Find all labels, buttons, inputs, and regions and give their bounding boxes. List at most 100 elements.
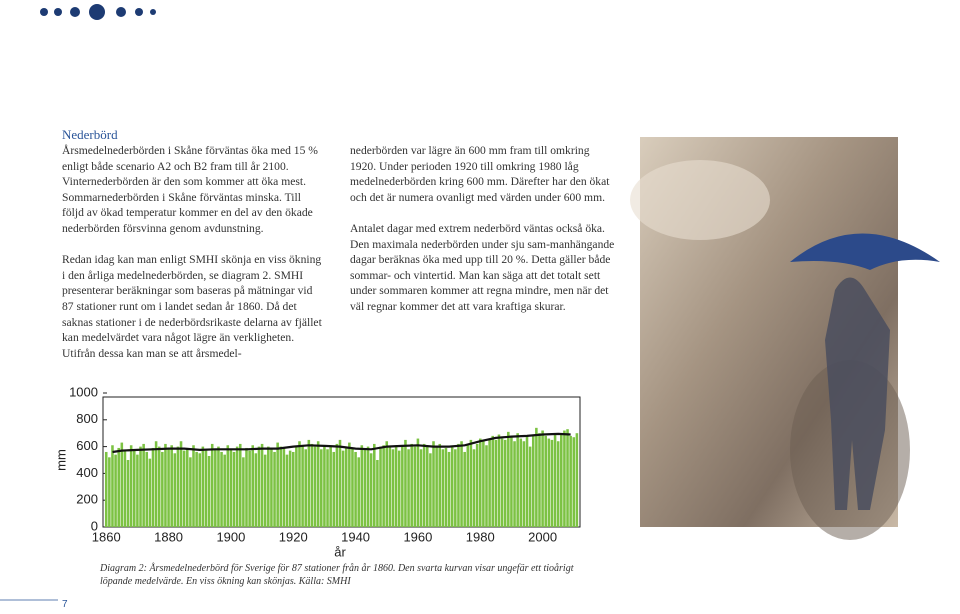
bar <box>575 433 579 527</box>
bar <box>273 451 276 527</box>
bar <box>214 449 217 527</box>
bar <box>232 451 236 527</box>
x-tick-label: 1980 <box>466 529 495 544</box>
bar <box>463 451 466 527</box>
bar <box>270 449 273 527</box>
bar <box>494 439 498 527</box>
bar <box>391 449 395 527</box>
bar <box>450 446 454 527</box>
bar <box>460 441 463 527</box>
bar <box>472 449 476 527</box>
bar <box>126 460 130 527</box>
bar <box>189 457 192 527</box>
bar <box>544 435 547 527</box>
x-axis-label: år <box>334 544 346 559</box>
y-axis-label: mm <box>53 449 68 471</box>
bar <box>572 437 576 527</box>
bar <box>123 450 127 527</box>
bar <box>457 443 460 527</box>
bar <box>223 454 226 527</box>
x-tick-label: 1860 <box>92 529 121 544</box>
y-tick-label: 0 <box>91 518 98 533</box>
bar <box>394 445 398 527</box>
bar <box>348 442 351 527</box>
bar <box>519 438 523 527</box>
bar <box>363 449 367 527</box>
bar <box>204 450 208 527</box>
bar <box>295 446 298 527</box>
text-column: Årsmedelnederbörden i Skåne förväntas ök… <box>62 143 324 377</box>
x-tick-label: 1940 <box>341 529 370 544</box>
paragraph: Årsmedelnederbörden i Skåne förväntas ök… <box>62 144 318 235</box>
bar <box>404 439 407 527</box>
bar <box>238 443 242 527</box>
bar <box>560 433 563 527</box>
x-tick-label: 1880 <box>154 529 183 544</box>
bar <box>538 433 541 527</box>
bar <box>569 435 572 527</box>
bar <box>326 449 329 527</box>
bar <box>447 451 451 527</box>
bar <box>267 446 270 527</box>
bar <box>179 441 183 527</box>
bar <box>547 438 551 527</box>
bar <box>466 445 470 527</box>
bar <box>491 435 495 527</box>
bar <box>553 434 557 527</box>
bar <box>566 429 569 527</box>
bar <box>407 449 410 527</box>
bar <box>167 449 170 527</box>
paragraph: Redan idag kan man enligt SMHI skönja en… <box>62 253 322 360</box>
bar <box>510 435 513 527</box>
bar <box>148 458 152 527</box>
bar <box>485 445 488 527</box>
y-tick-label: 200 <box>76 492 98 507</box>
bar <box>310 443 314 527</box>
bar <box>516 433 519 527</box>
y-tick-label: 800 <box>76 411 98 426</box>
bar <box>475 443 479 527</box>
bar <box>454 449 457 527</box>
bar <box>563 430 566 527</box>
header-dots <box>40 4 156 20</box>
bar <box>379 446 382 527</box>
paragraph: nederbörden var lägre än 600 mm fram til… <box>350 144 610 204</box>
bar <box>522 441 526 527</box>
bar <box>173 453 177 527</box>
bar <box>279 446 283 527</box>
bar <box>257 446 261 527</box>
bar <box>478 438 482 527</box>
bar <box>425 446 429 527</box>
bar <box>133 449 136 527</box>
bar <box>351 447 354 527</box>
bar <box>507 431 510 527</box>
bar <box>195 451 198 527</box>
bar <box>488 438 491 527</box>
bar <box>550 439 554 527</box>
bar <box>335 443 339 527</box>
bar <box>161 451 164 527</box>
page-number: 7 <box>62 599 68 610</box>
bar <box>320 449 323 527</box>
bar <box>145 451 149 527</box>
bar <box>242 457 245 527</box>
bar <box>469 439 473 527</box>
bar <box>192 445 195 527</box>
bar <box>282 447 286 527</box>
x-tick-label: 2000 <box>528 529 557 544</box>
bar <box>254 453 258 527</box>
bar <box>316 441 320 527</box>
bar <box>419 449 423 527</box>
bar <box>263 454 267 527</box>
bar <box>170 445 173 527</box>
x-tick-label: 1920 <box>279 529 308 544</box>
bar <box>207 455 211 527</box>
bar <box>556 441 560 527</box>
photo <box>630 137 940 540</box>
bar <box>410 443 413 527</box>
bar <box>108 457 111 527</box>
bar <box>260 443 264 527</box>
bar <box>500 438 504 527</box>
bar <box>388 446 392 527</box>
